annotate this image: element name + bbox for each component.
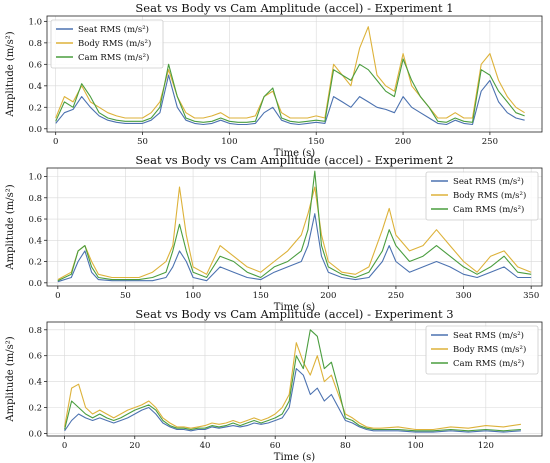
series-line-seat (55, 74, 525, 126)
chart-title: Seat vs Body vs Cam Amplitude (accel) - … (135, 1, 453, 15)
chart-panel-3: 0 20 40 60 80 100 120 0.0 0.2 0.4 0.6 0.8 Seat vs Bo… (5, 307, 543, 463)
y-tick-label: 0.0 (28, 125, 42, 135)
y-axis-label: Amplitude (m/s²) (5, 184, 16, 270)
legend: Seat RMS (m/s²) Body RMS (m/s²) Cam RMS (m… (425, 325, 539, 375)
y-tick-label: 0.8 (28, 326, 42, 336)
y-tick-label: 0.4 (28, 378, 42, 388)
legend-label-seat: Seat RMS (m/s²) (453, 330, 524, 341)
x-tick-label: 100 (407, 441, 423, 451)
y-tick-label: 0.4 (28, 236, 42, 246)
y-tick-label: 0.2 (28, 103, 42, 113)
axes-frame (46, 15, 543, 133)
x-tick-label: 250 (388, 291, 404, 301)
x-tick-label: 350 (523, 291, 539, 301)
x-tick-label: 80 (340, 441, 351, 451)
x-tick-label: 120 (478, 441, 494, 451)
x-axis-label: Time (s) (274, 148, 315, 159)
x-tick-label: 0 (62, 441, 67, 451)
chart-title: Seat vs Body vs Cam Amplitude (accel) - … (135, 307, 453, 321)
y-tick-label: 0.2 (28, 404, 42, 414)
y-tick-label: 0.8 (28, 194, 42, 204)
x-axis-label: Time (s) (274, 452, 315, 463)
series-line-seat (64, 368, 521, 433)
legend-box (425, 325, 539, 375)
y-tick-label: 0.2 (28, 258, 42, 268)
series-line-body (57, 186, 532, 281)
legend-label-seat: Seat RMS (m/s²) (78, 24, 149, 35)
x-tick-label: 100 (221, 137, 237, 147)
x-tick-label: 40 (200, 441, 211, 451)
chart-panel-2: 0 50 100 150 200 250 300 350 0.0 0.2 0.4 0.6 0.8 1.0 S… (5, 153, 543, 313)
y-tick-label: 0.6 (28, 60, 42, 70)
x-tick-label: 150 (308, 137, 324, 147)
chart-title: Seat vs Body vs Cam Amplitude (accel) - … (135, 153, 453, 167)
y-tick-label: 0.0 (28, 429, 42, 439)
legend-label-body: Body RMS (m/s²) (453, 344, 526, 355)
x-tick-label: 200 (395, 137, 411, 147)
x-tick-label: 150 (253, 291, 269, 301)
x-tick-label: 100 (185, 291, 201, 301)
legend-box (50, 19, 164, 69)
chart-panel-1: 0 50 100 150 200 250 0.0 0.2 0.4 0.6 0.8 1.0 Seat vs… (5, 1, 543, 159)
series-line-seat (57, 213, 532, 283)
x-tick-label: 250 (482, 137, 498, 147)
series-line-body (55, 26, 525, 119)
legend: Seat RMS (m/s²) Body RMS (m/s²) Cam RMS (m… (425, 171, 539, 221)
legend: Seat RMS (m/s²) Body RMS (m/s²) Cam RMS (m… (50, 19, 164, 69)
series-line-cam (57, 170, 532, 282)
legend-label-cam: Cam RMS (m/s²) (78, 52, 149, 63)
series-line-cam (55, 58, 525, 123)
y-tick-label: 1.0 (28, 17, 42, 27)
series-line-cam (64, 329, 521, 432)
x-tick-label: 50 (137, 137, 148, 147)
y-tick-label: 0.0 (28, 279, 42, 289)
axes-frame (46, 167, 543, 287)
y-tick-label: 0.6 (28, 352, 42, 362)
legend-label-body: Body RMS (m/s²) (78, 38, 151, 49)
axes-frame (46, 321, 543, 437)
x-tick-label: 60 (270, 441, 281, 451)
y-tick-label: 0.8 (28, 39, 42, 49)
x-tick-label: 300 (455, 291, 471, 301)
x-tick-label: 50 (120, 291, 131, 301)
x-tick-label: 200 (320, 291, 336, 301)
legend-label-body: Body RMS (m/s²) (453, 190, 526, 201)
legend-label-cam: Cam RMS (m/s²) (453, 358, 524, 369)
y-tick-label: 1.0 (28, 173, 42, 183)
legend-label-seat: Seat RMS (m/s²) (453, 176, 524, 187)
x-axis-label: Time (s) (274, 302, 315, 313)
y-axis-label: Amplitude (m/s²) (5, 31, 16, 117)
x-tick-label: 0 (53, 137, 58, 147)
legend-label-cam: Cam RMS (m/s²) (453, 204, 524, 215)
y-axis-label: Amplitude (m/s²) (5, 336, 16, 422)
series-line-body (64, 342, 521, 431)
legend-box (425, 171, 539, 221)
y-tick-label: 0.6 (28, 215, 42, 225)
y-tick-label: 0.4 (28, 82, 42, 92)
x-tick-label: 0 (55, 291, 60, 301)
x-tick-label: 20 (129, 441, 140, 451)
